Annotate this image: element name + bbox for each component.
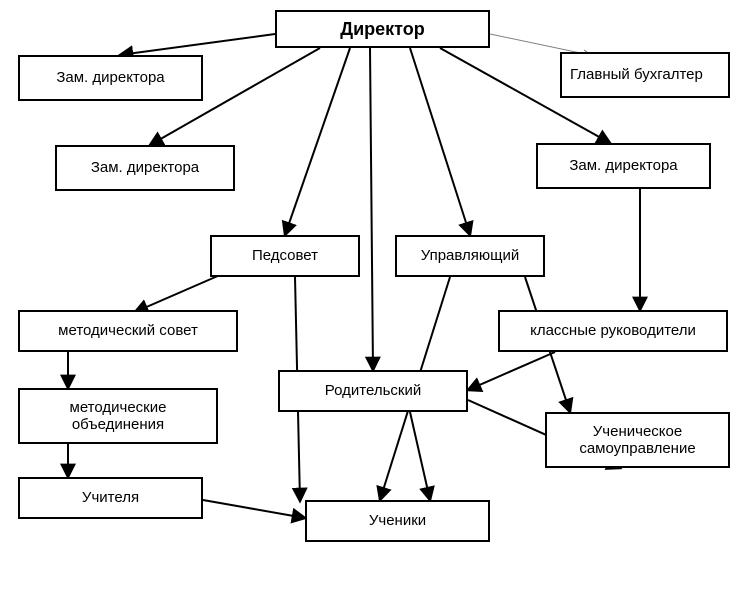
node-student_gov: Ученическое самоуправление xyxy=(545,412,730,468)
node-class_leaders: классные руководители xyxy=(498,310,728,352)
edge-5 xyxy=(410,48,470,235)
node-zam1: Зам. директора xyxy=(18,55,203,101)
node-parent_committee: Родительский xyxy=(278,370,468,412)
node-method_unions: методические объединения xyxy=(18,388,218,444)
edge-7 xyxy=(135,275,220,312)
node-teachers: Учителя xyxy=(18,477,203,519)
edge-6 xyxy=(370,48,373,370)
node-director: Директор xyxy=(275,10,490,48)
node-students: Ученики xyxy=(305,500,490,542)
node-zam2: Зам. директора xyxy=(55,145,235,191)
edge-4 xyxy=(285,48,350,235)
edge-17 xyxy=(468,352,555,390)
node-pedsovet: Педсовет xyxy=(210,235,360,277)
edge-0 xyxy=(120,34,275,55)
org-chart: Директор Зам. директора Главный бухгалтер З… xyxy=(0,0,750,609)
node-chief_acc: Главный бухгалтер xyxy=(560,52,730,98)
node-zam3: Зам. директора xyxy=(536,143,711,189)
node-method_council: методический совет xyxy=(18,310,238,352)
edge-15 xyxy=(410,412,430,500)
edge-14 xyxy=(203,500,305,518)
node-manager: Управляющий xyxy=(395,235,545,277)
